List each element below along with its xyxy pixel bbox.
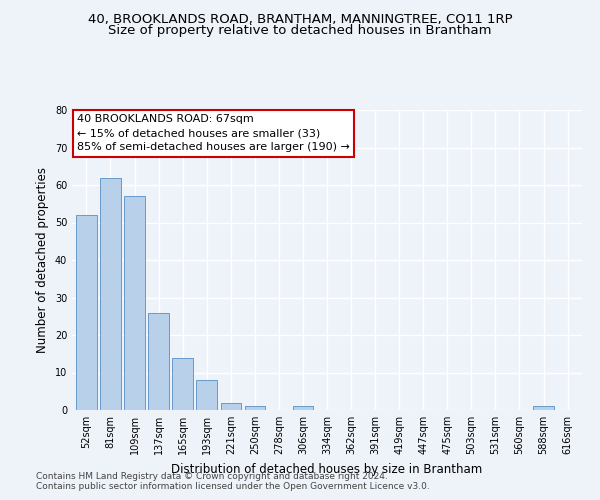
Bar: [172, 358, 193, 410]
Bar: [100, 178, 121, 410]
Text: Contains public sector information licensed under the Open Government Licence v3: Contains public sector information licen…: [36, 482, 430, 491]
Bar: [196, 380, 217, 410]
Bar: [124, 196, 145, 410]
Bar: [245, 406, 265, 410]
Bar: [293, 406, 313, 410]
Text: 40, BROOKLANDS ROAD, BRANTHAM, MANNINGTREE, CO11 1RP: 40, BROOKLANDS ROAD, BRANTHAM, MANNINGTR…: [88, 12, 512, 26]
Text: Contains HM Land Registry data © Crown copyright and database right 2024.: Contains HM Land Registry data © Crown c…: [36, 472, 388, 481]
Bar: [148, 312, 169, 410]
Bar: [221, 402, 241, 410]
Y-axis label: Number of detached properties: Number of detached properties: [36, 167, 49, 353]
X-axis label: Distribution of detached houses by size in Brantham: Distribution of detached houses by size …: [172, 462, 482, 475]
Text: Size of property relative to detached houses in Brantham: Size of property relative to detached ho…: [108, 24, 492, 37]
Bar: [76, 215, 97, 410]
Text: 40 BROOKLANDS ROAD: 67sqm
← 15% of detached houses are smaller (33)
85% of semi-: 40 BROOKLANDS ROAD: 67sqm ← 15% of detac…: [77, 114, 350, 152]
Bar: [533, 406, 554, 410]
